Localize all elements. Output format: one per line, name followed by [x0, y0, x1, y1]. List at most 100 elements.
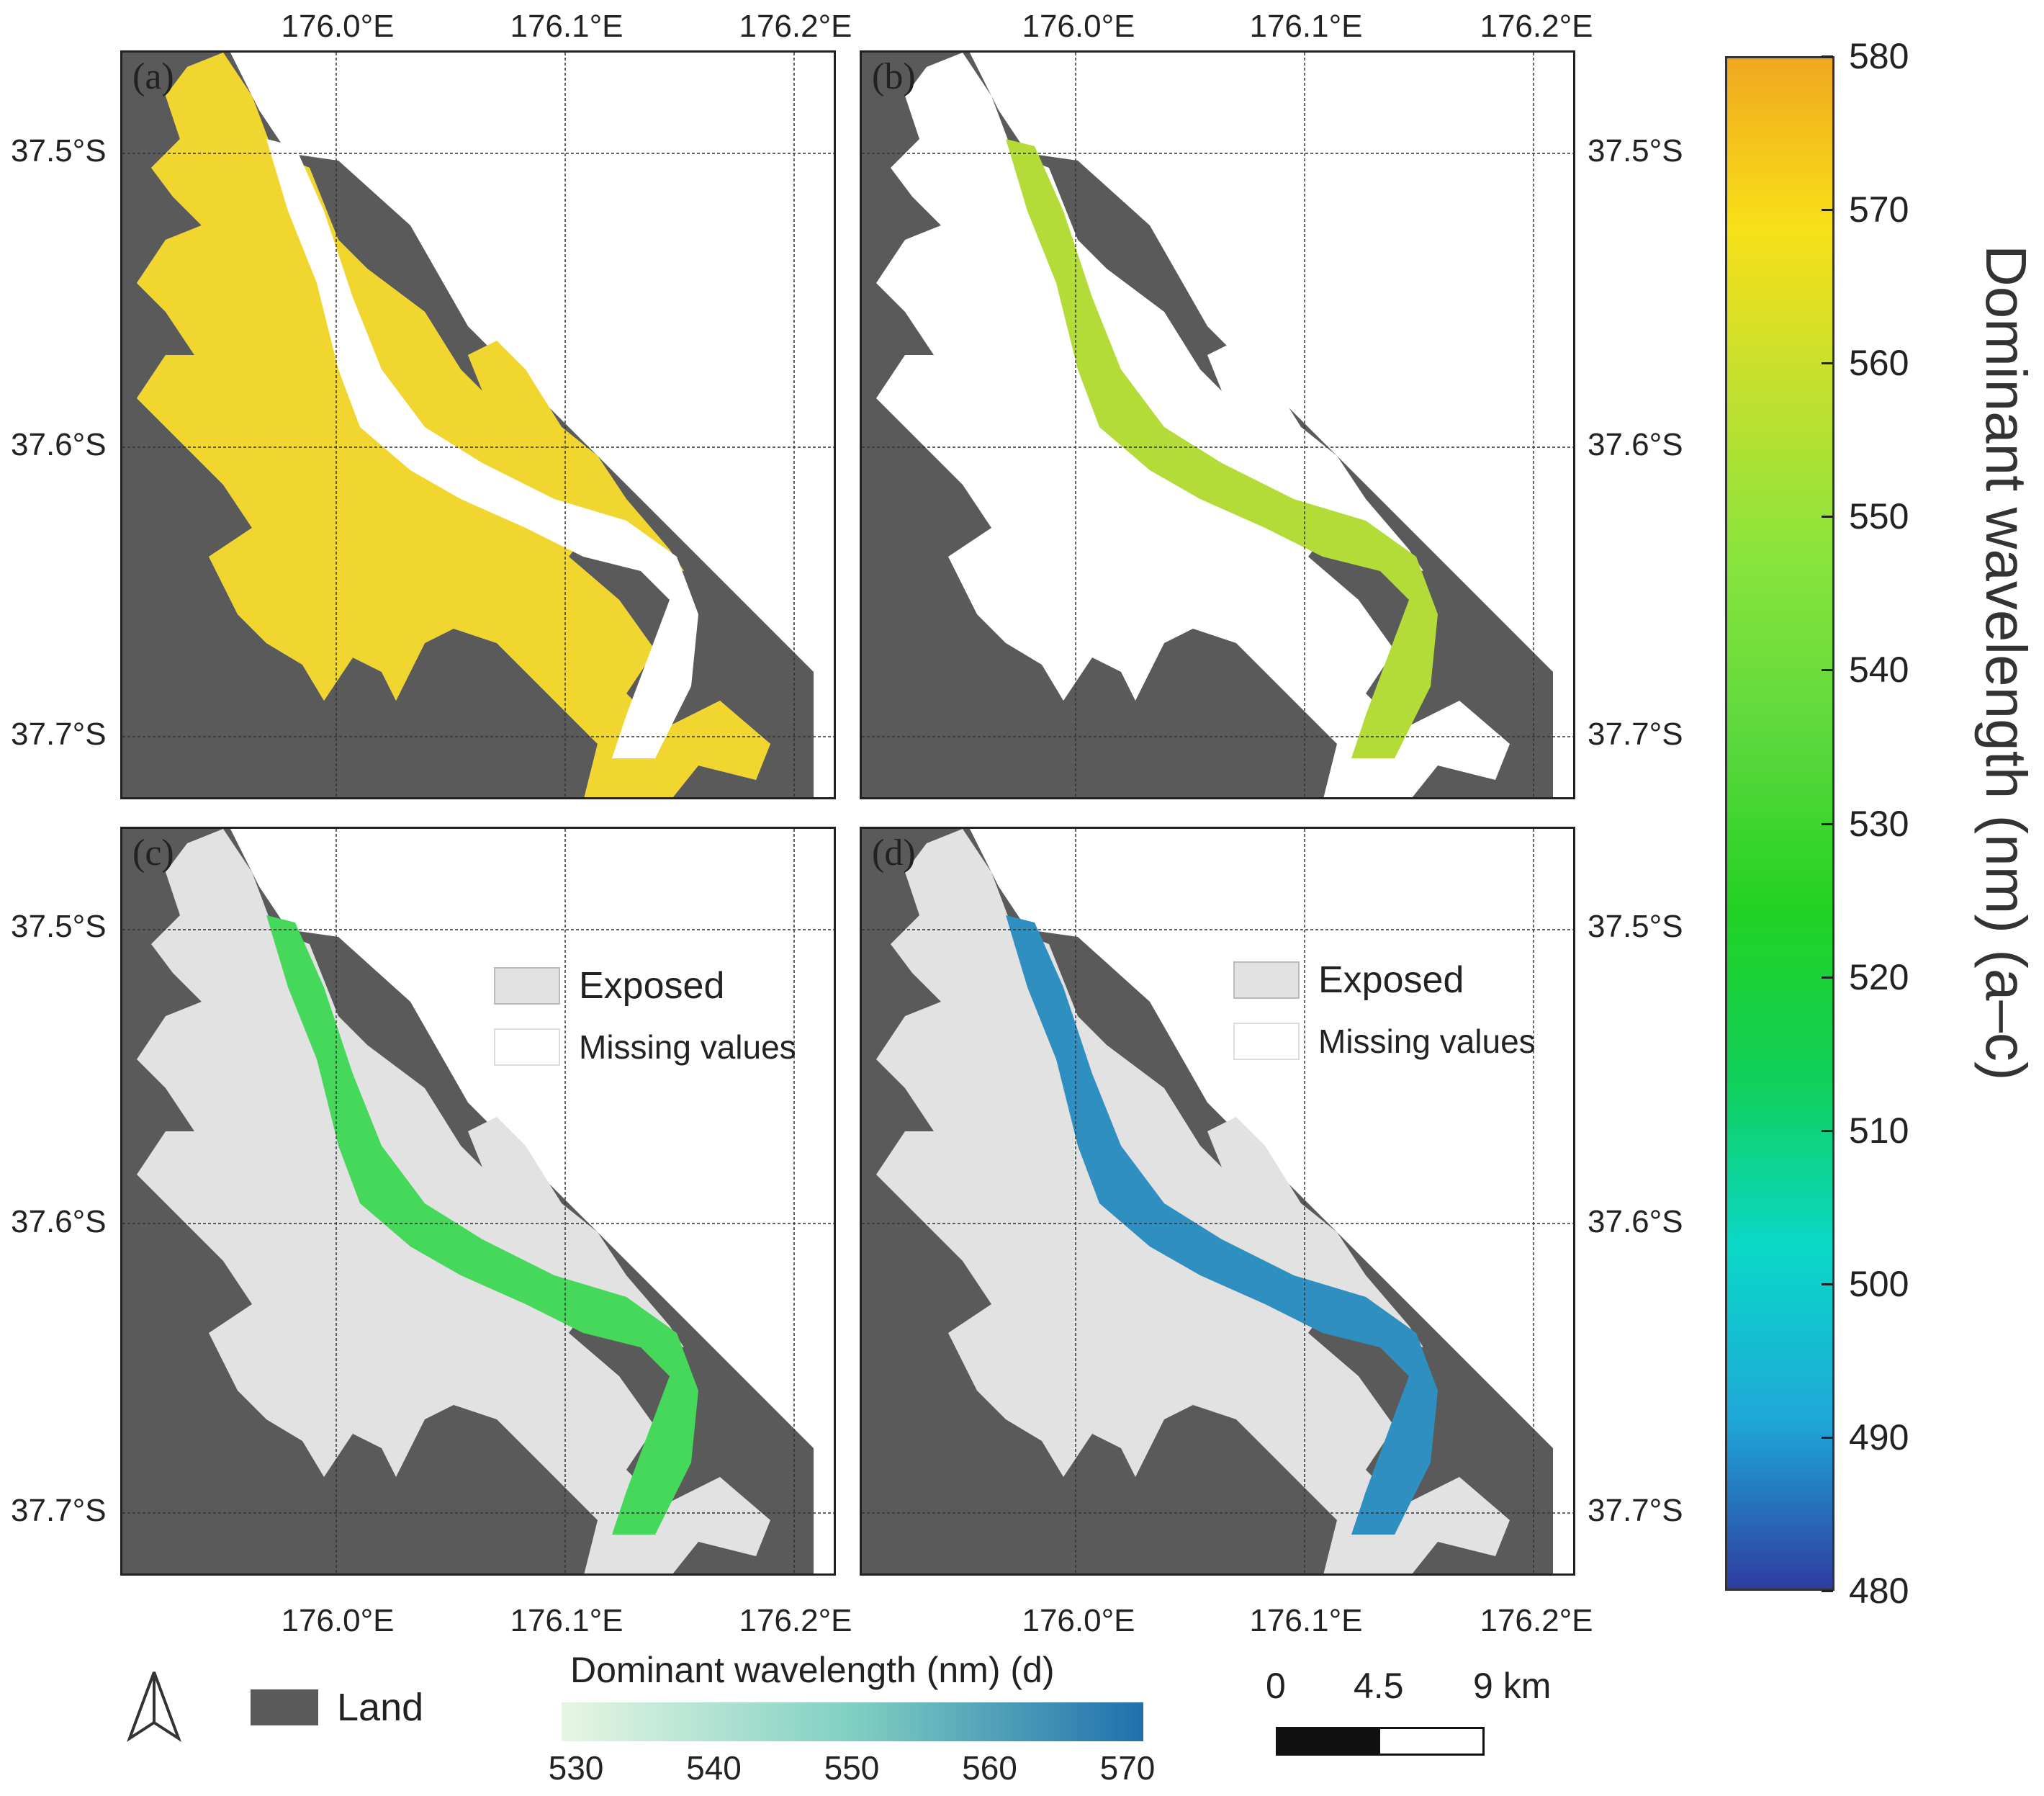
lon-label-top-a-1: 176.0°E [281, 9, 395, 44]
scale-label-1: 4.5 [1354, 1666, 1404, 1706]
scale-bar-black-segment [1278, 1729, 1380, 1754]
panel-label-d: (d) [872, 832, 916, 874]
colorbar-main-tick-label: 550 [1849, 496, 1909, 537]
main-channel [266, 139, 698, 758]
colorbar-main-tick-label: 480 [1849, 1571, 1909, 1611]
colorbar-main-tick-label: 570 [1849, 189, 1909, 230]
panel-label-c: (c) [132, 832, 174, 874]
lon-label-bottom-d-1: 176.0°E [1022, 1603, 1135, 1638]
colorbar-main-tick-label: 540 [1849, 650, 1909, 691]
colorbar-d-tick-label: 570 [1099, 1749, 1156, 1787]
lon-label-bottom-c-1: 176.0°E [281, 1603, 395, 1638]
scale-label-0: 0 [1266, 1666, 1286, 1706]
lat-label-right-d-3: 37.7°S [1588, 1493, 1683, 1528]
map-panel-c: (c) Exposed Missing values [120, 827, 836, 1576]
lon-label-bottom-d-3: 176.2°E [1480, 1603, 1593, 1638]
map-c [122, 829, 834, 1573]
lon-label-bottom-d-2: 176.1°E [1249, 1603, 1363, 1638]
legend-missing-c: Missing values [494, 1028, 796, 1067]
harbour-area [137, 829, 770, 1573]
open-sea-area [230, 829, 834, 1573]
main-channel [266, 915, 698, 1535]
lat-label-left-c-2: 37.6°S [11, 1204, 107, 1239]
lat-label-right-b-3: 37.7°S [1588, 717, 1683, 752]
colorbar-main-tick-label: 490 [1849, 1416, 1909, 1458]
exposed-swatch [1233, 961, 1300, 999]
land-label: Land [337, 1686, 424, 1729]
lon-label-bottom-c-3: 176.2°E [739, 1603, 852, 1638]
lon-label-top-b-2: 176.1°E [1249, 9, 1363, 44]
colorbar-main-tick-label: 510 [1849, 1110, 1909, 1151]
map-panel-b: (b) [860, 50, 1575, 799]
lon-label-top-a-2: 176.1°E [510, 9, 623, 44]
lon-label-top-b-1: 176.0°E [1022, 9, 1135, 44]
lon-label-top-b-3: 176.2°E [1480, 9, 1593, 44]
scale-bar [1276, 1727, 1485, 1756]
colorbar-main-tickmark [1822, 55, 1833, 58]
colorbar-main [1725, 56, 1834, 1591]
water-coverage [137, 53, 770, 797]
missing-swatch [494, 1028, 560, 1066]
map-panel-d: (d) Exposed Missing values [860, 827, 1575, 1576]
open-sea-area [970, 53, 1573, 797]
colorbar-d-tick-label: 550 [824, 1749, 880, 1787]
lat-label-right-b-2: 37.6°S [1588, 427, 1683, 462]
lat-label-left-c-1: 37.5°S [11, 909, 107, 944]
legend-exposed-c: Exposed [494, 964, 724, 1007]
lat-label-left-a-2: 37.6°S [11, 427, 107, 462]
colorbar-main-tickmark [1822, 822, 1833, 825]
map-b [862, 53, 1573, 797]
colorbar-main-tick-label: 560 [1849, 343, 1909, 384]
colorbar-main-tickmark [1822, 209, 1833, 212]
open-sea-area [970, 829, 1573, 1573]
lon-label-top-a-3: 176.2°E [739, 9, 852, 44]
colorbar-main-tick-label: 500 [1849, 1263, 1909, 1304]
missing-label: Missing values [1318, 1023, 1536, 1060]
colorbar-main-tickmark [1822, 1436, 1833, 1439]
colorbar-main-tick-label: 580 [1849, 36, 1909, 76]
north-arrow-icon [127, 1671, 181, 1742]
colorbar-main-tick-label: 520 [1849, 956, 1909, 997]
lat-label-right-d-2: 37.6°S [1588, 1204, 1683, 1239]
missing-label: Missing values [579, 1028, 796, 1066]
colorbar-d-tick-label: 560 [962, 1749, 1017, 1787]
colorbar-main-tickmark [1822, 1283, 1833, 1285]
colorbar-main-tickmark [1822, 1590, 1833, 1592]
lat-label-left-c-3: 37.7°S [11, 1493, 107, 1528]
land-swatch [251, 1689, 318, 1725]
lon-label-bottom-c-2: 176.1°E [510, 1603, 623, 1638]
main-channel [1006, 915, 1438, 1535]
colorbar-main-title: Dominant wavelength (nm) (a–c) [1974, 245, 2038, 1081]
colorbar-main-tickmark [1822, 516, 1833, 518]
colorbar-d [562, 1702, 1143, 1741]
lat-label-right-b-1: 37.5°S [1588, 133, 1683, 169]
map-a [122, 53, 834, 797]
colorbar-main-tickmark [1822, 976, 1833, 979]
colorbar-main-tickmark [1822, 362, 1833, 365]
lat-label-left-a-3: 37.7°S [11, 717, 107, 752]
open-sea-area [230, 53, 834, 797]
harbour-area [876, 53, 1510, 797]
colorbar-main-tickmark [1822, 1129, 1833, 1132]
harbour-area [876, 829, 1510, 1573]
exposed-label: Exposed [579, 965, 725, 1007]
panel-label-b: (b) [872, 56, 916, 97]
map-panel-a: (a) [120, 50, 836, 799]
colorbar-main-tick-label: 530 [1849, 803, 1909, 844]
colorbar-d-tick-label: 530 [548, 1749, 604, 1787]
main-channel [1006, 139, 1438, 758]
missing-swatch [1233, 1023, 1300, 1060]
scale-bar-white-segment [1380, 1729, 1482, 1754]
exposed-label: Exposed [1318, 959, 1464, 1001]
colorbar-main-tickmark [1822, 669, 1833, 672]
lat-label-right-d-1: 37.5°S [1588, 909, 1683, 944]
scale-label-2: 9 km [1473, 1666, 1552, 1706]
colorbar-d-tick-label: 540 [686, 1749, 742, 1787]
colorbar-d-title: Dominant wavelength (nm) (d) [570, 1650, 1055, 1690]
map-d [862, 829, 1573, 1573]
panel-label-a: (a) [132, 56, 174, 97]
lat-label-left-a-1: 37.5°S [11, 133, 107, 169]
legend-missing-d: Missing values [1233, 1022, 1536, 1061]
legend-exposed-d: Exposed [1233, 958, 1464, 1002]
exposed-swatch [494, 967, 560, 1005]
